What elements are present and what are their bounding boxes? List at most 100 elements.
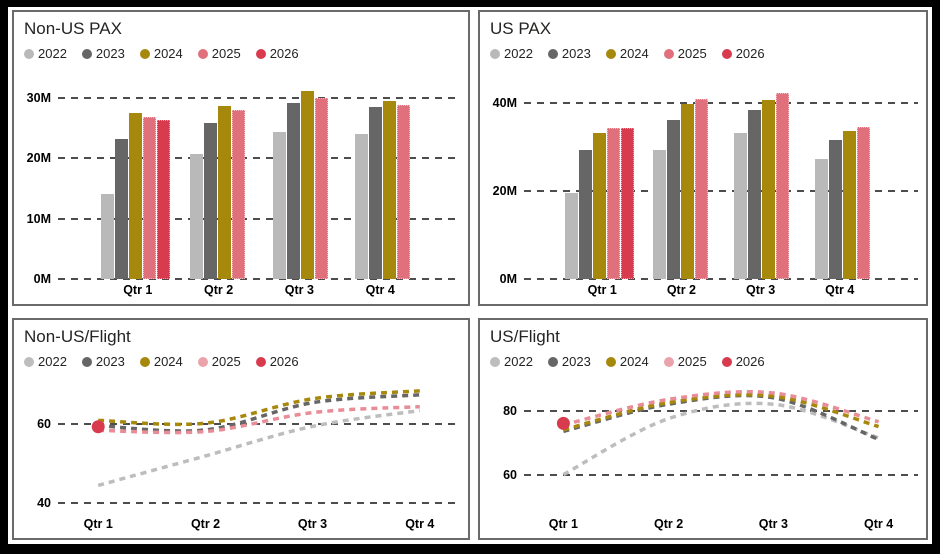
bar-2025-qtr-1[interactable] <box>142 117 156 279</box>
x-axis-label-qtr-1: Qtr 1 <box>587 283 617 297</box>
x-axis: Qtr 1 Qtr 2 Qtr 3 Qtr 4 <box>58 513 460 534</box>
gridline-0m <box>58 278 460 280</box>
legend-item-2022[interactable]: 2022 <box>24 355 67 369</box>
legend-item-2023[interactable]: 2023 <box>547 355 591 369</box>
x-axis-label-qtr-2: Qtr 2 <box>654 517 684 531</box>
bar-2023-qtr-2[interactable] <box>204 123 218 279</box>
bar-2023-qtr-3[interactable] <box>286 102 300 279</box>
legend-dot-2024-icon <box>139 357 150 367</box>
y-axis: 0M 10M 20M 30M <box>22 77 58 286</box>
legend-item-2022[interactable]: 2022 <box>490 355 533 369</box>
bar-2025-qtr-4[interactable] <box>397 104 411 279</box>
line-2022[interactable] <box>97 408 421 488</box>
legend-label-2024: 2024 <box>619 46 649 61</box>
legend-item-2022[interactable]: 2022 <box>490 47 533 61</box>
legend-item-2025[interactable]: 2025 <box>197 354 241 369</box>
panel-title-us-flight: US/Flight <box>490 327 560 346</box>
legend-dot-2022-icon <box>490 357 500 367</box>
legend-item-2024[interactable]: 2024 <box>139 355 183 369</box>
bar-2023-qtr-4[interactable] <box>828 140 842 279</box>
bar-2025-qtr-1[interactable] <box>607 128 621 279</box>
bar-2025-qtr-3[interactable] <box>775 92 789 279</box>
bar-2025-qtr-2[interactable] <box>695 99 709 279</box>
bar-2025-qtr-3[interactable] <box>314 97 328 279</box>
bar-2022-qtr-4[interactable] <box>355 133 369 279</box>
x-axis-label-qtr-4: Qtr 4 <box>405 517 435 531</box>
bar-2025-qtr-2[interactable] <box>232 109 246 279</box>
bar-2024-qtr-3[interactable] <box>761 99 775 279</box>
bar-2024-qtr-4[interactable] <box>842 131 856 279</box>
legend-dot-2026-icon <box>721 357 732 367</box>
gridline-10m <box>58 217 460 220</box>
dashboard-canvas: Non-US PAX 2022 2023 2024 2025 2026 0M 10M 20M… <box>8 7 932 544</box>
legend-dot-2024-icon <box>139 49 150 59</box>
bar-groups <box>58 77 460 279</box>
legend-item-2023[interactable]: 2023 <box>81 47 125 61</box>
bar-groups <box>524 77 918 279</box>
legend-item-2024[interactable]: 2024 <box>605 355 649 369</box>
bar-2022-qtr-4[interactable] <box>814 158 828 279</box>
y-axis-tick-80: 80 <box>503 403 517 418</box>
bar-group-qtr-1 <box>94 77 176 279</box>
line-2025[interactable] <box>98 404 420 435</box>
bar-2025-qtr-4[interactable] <box>856 126 870 279</box>
bar-2024-qtr-2[interactable] <box>681 104 695 279</box>
bar-2023-qtr-2[interactable] <box>667 119 681 279</box>
point-2026-qtr-1[interactable] <box>91 420 105 434</box>
legend-dot-2026-icon <box>721 49 732 59</box>
x-axis-label-qtr-2: Qtr 2 <box>204 283 234 297</box>
bar-group-qtr-4 <box>341 77 423 279</box>
bar-2022-qtr-2[interactable] <box>190 153 204 279</box>
legend-dot-2023-icon <box>547 49 558 59</box>
point-2026-qtr-1[interactable] <box>556 416 570 430</box>
legend-label-2022: 2022 <box>38 46 67 61</box>
bar-2022-qtr-1[interactable] <box>565 193 579 279</box>
line-2025[interactable] <box>562 389 880 427</box>
line-2023[interactable] <box>98 393 420 433</box>
bar-2024-qtr-2[interactable] <box>218 105 232 279</box>
legend-item-2022[interactable]: 2022 <box>24 47 67 61</box>
x-axis-label-qtr-1: Qtr 1 <box>83 517 113 531</box>
legend-item-2024[interactable]: 2024 <box>139 47 183 61</box>
legend-item-2025[interactable]: 2025 <box>663 47 707 61</box>
bar-2023-qtr-3[interactable] <box>747 110 761 279</box>
legend-item-2023[interactable]: 2023 <box>547 47 591 61</box>
bar-2026-qtr-1[interactable] <box>156 119 170 279</box>
legend-item-2024[interactable]: 2024 <box>605 46 649 61</box>
bar-2023-qtr-1[interactable] <box>579 149 593 279</box>
bar-2023-qtr-4[interactable] <box>369 107 383 279</box>
y-axis-tick-20m: 20M <box>26 151 51 166</box>
y-axis-tick-20m: 20M <box>492 184 517 199</box>
line-2024[interactable] <box>562 392 880 432</box>
chart-area-non-us-flight: 40 60 <box>22 385 460 513</box>
bar-2022-qtr-1[interactable] <box>100 193 114 279</box>
legend-item-2026[interactable]: 2026 <box>721 47 765 61</box>
bar-2023-qtr-1[interactable] <box>114 138 128 279</box>
legend-item-2026[interactable]: 2026 <box>255 47 299 61</box>
line-2024[interactable] <box>98 389 420 427</box>
chart-area-non-us-pax: 0M 10M 20M 30M <box>22 77 460 286</box>
y-axis-tick-30m: 30M <box>26 91 51 106</box>
legend-label-2025: 2025 <box>211 354 241 369</box>
legend-item-2025[interactable]: 2025 <box>663 355 707 369</box>
legend: 2022 2023 2024 2025 2026 <box>24 355 460 369</box>
line-chart-svg <box>91 389 421 488</box>
bar-2024-qtr-4[interactable] <box>383 100 397 279</box>
bar-2024-qtr-1[interactable] <box>128 113 142 279</box>
bar-2024-qtr-3[interactable] <box>300 91 314 279</box>
y-axis-tick-60: 60 <box>503 467 517 482</box>
legend-item-2026[interactable]: 2026 <box>255 355 299 369</box>
bar-2024-qtr-1[interactable] <box>593 133 607 279</box>
bar-2026-qtr-1[interactable] <box>621 127 635 279</box>
legend-item-2023[interactable]: 2023 <box>81 355 125 369</box>
bar-2022-qtr-3[interactable] <box>733 133 747 279</box>
bar-2022-qtr-3[interactable] <box>272 132 286 279</box>
legend-item-2025[interactable]: 2025 <box>197 47 241 61</box>
legend-item-2026[interactable]: 2026 <box>721 355 765 369</box>
bar-group-qtr-3 <box>259 77 341 279</box>
bar-2022-qtr-2[interactable] <box>653 150 667 279</box>
legend-dot-2024-icon <box>605 357 616 367</box>
legend-dot-2022-icon <box>24 49 34 59</box>
y-axis-tick-0m: 0M <box>499 272 517 286</box>
y-axis-tick-60: 60 <box>37 417 51 432</box>
